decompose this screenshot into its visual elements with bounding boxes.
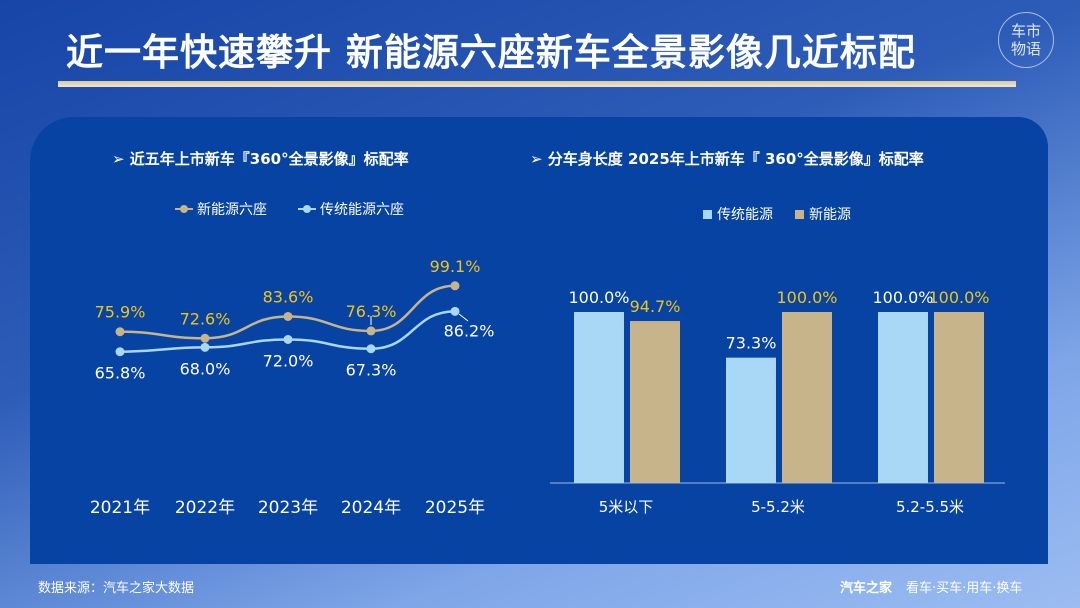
data-source: 数据来源：汽车之家大数据 <box>38 581 195 596</box>
data-label: 100.0% <box>776 288 837 307</box>
bar-chart-title: ➢ 分车身长度 2025年上市新车『 360°全景影像』标配率 <box>530 150 924 168</box>
legend-marker <box>303 205 311 213</box>
data-point <box>450 281 460 291</box>
brand-name: 汽车之家 <box>840 581 893 596</box>
line-chart-title: ➢ 近五年上市新车『360°全景影像』标配率 <box>112 150 409 168</box>
legend-label: 新能源六座 <box>197 202 267 218</box>
legend-label: 新能源 <box>809 207 851 223</box>
legend-swatch <box>795 210 804 219</box>
page-title: 近一年快速攀升 新能源六座新车全景影像几近标配 <box>66 31 916 74</box>
title-divider <box>58 81 1016 87</box>
x-tick-label: 5-5.2米 <box>751 498 805 516</box>
x-tick-label: 2021年 <box>90 498 150 518</box>
data-label: 100.0% <box>928 288 989 307</box>
legend-label: 传统能源 <box>717 207 773 223</box>
legend-marker <box>180 205 188 213</box>
label-leader <box>458 313 469 322</box>
x-tick-label: 2024年 <box>341 498 401 518</box>
data-point <box>115 327 125 337</box>
bar <box>782 312 832 483</box>
data-point <box>366 344 376 354</box>
data-label: 100.0% <box>568 288 629 307</box>
data-point <box>283 334 293 344</box>
brand-slogan: 看车·买车·用车·换车 <box>906 581 1023 596</box>
data-point <box>450 306 460 316</box>
data-label: 100.0% <box>872 288 933 307</box>
x-tick-label: 2023年 <box>258 498 318 518</box>
legend-swatch <box>703 210 712 219</box>
data-label: 65.8% <box>95 364 146 383</box>
data-label: 86.2% <box>444 321 495 340</box>
data-label: 83.6% <box>263 287 314 306</box>
data-point <box>115 347 125 357</box>
bar <box>934 312 984 483</box>
data-point <box>366 326 376 336</box>
data-label: 99.1% <box>430 257 481 276</box>
data-label: 68.0% <box>180 359 231 378</box>
bar <box>726 357 776 483</box>
data-label: 75.9% <box>95 303 146 322</box>
bar <box>574 312 624 483</box>
data-label: 73.3% <box>726 334 777 353</box>
legend-label: 传统能源六座 <box>320 202 404 218</box>
bar <box>630 321 680 483</box>
data-label: 76.3% <box>346 302 397 321</box>
bar <box>878 312 928 483</box>
data-label: 72.6% <box>180 309 231 328</box>
x-tick-label: 5.2-5.5米 <box>896 498 964 516</box>
data-label: 67.3% <box>346 361 397 380</box>
x-tick-label: 2022年 <box>175 498 235 518</box>
data-point <box>200 342 210 352</box>
x-tick-label: 2025年 <box>425 498 485 518</box>
data-label: 94.7% <box>630 297 681 316</box>
data-point <box>283 311 293 321</box>
data-label: 72.0% <box>263 351 314 370</box>
x-tick-label: 5米以下 <box>599 498 654 516</box>
data-point <box>200 333 210 343</box>
brand-logo: 车市 物语 <box>998 12 1054 68</box>
